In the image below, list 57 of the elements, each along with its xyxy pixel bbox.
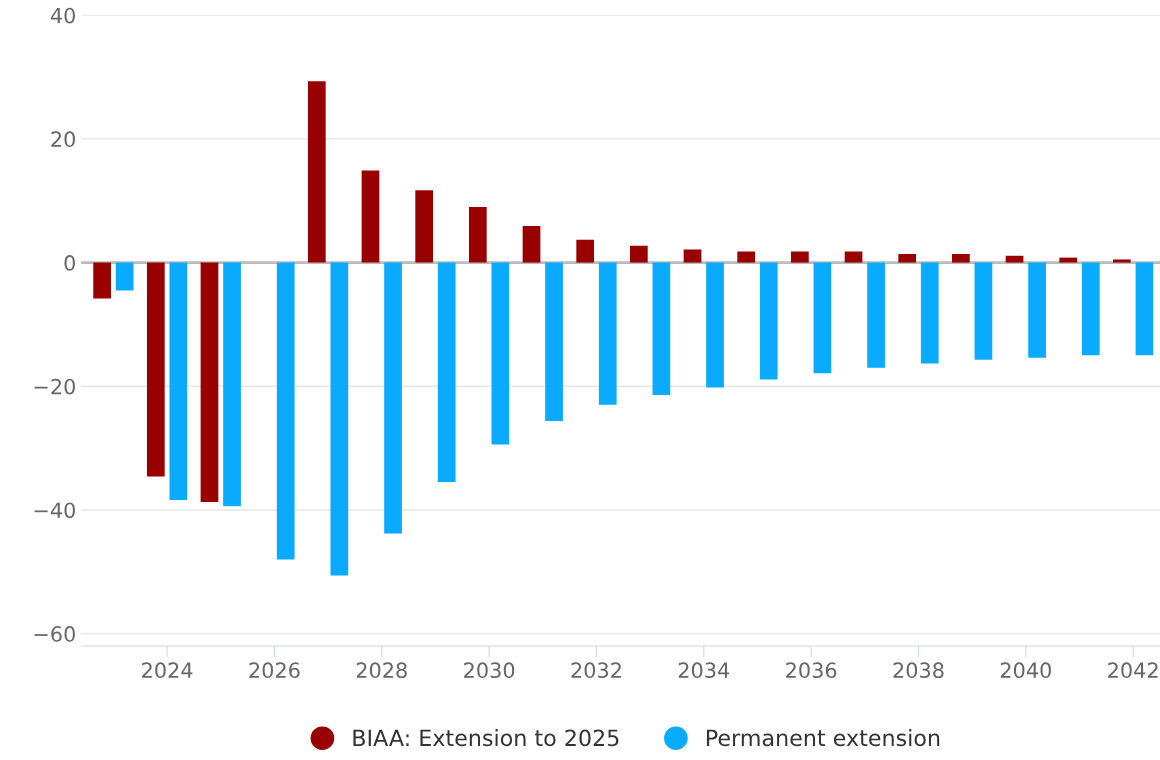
bar	[683, 249, 702, 263]
bar	[93, 262, 111, 299]
bar	[813, 262, 832, 374]
bar	[491, 262, 510, 445]
bar	[307, 81, 326, 263]
bar	[200, 262, 219, 502]
y-tick-label: 20	[51, 131, 75, 148]
bar	[1081, 262, 1100, 356]
bar	[384, 262, 402, 534]
x-tick-label: 2026	[249, 662, 300, 679]
bar	[652, 262, 671, 395]
bar	[169, 262, 188, 501]
bar	[844, 251, 863, 263]
bar	[920, 262, 939, 364]
x-tick-label: 2034	[678, 662, 730, 679]
bar	[1028, 262, 1046, 358]
x-tick-label: 2024	[142, 662, 193, 679]
x-tick-label: 2042	[1108, 662, 1158, 679]
bar	[952, 253, 970, 263]
bar	[737, 251, 756, 263]
bar	[629, 245, 648, 263]
bar	[867, 262, 885, 368]
bar	[468, 206, 487, 263]
bar	[415, 190, 434, 263]
bar	[545, 262, 563, 421]
x-tick-label: 2036	[786, 662, 837, 679]
legend-label: Permanent extension	[706, 729, 940, 747]
bar	[361, 170, 380, 263]
bar	[146, 262, 165, 477]
legend-label: BIAA: Extension to 2025	[353, 729, 619, 747]
bar	[576, 239, 595, 263]
x-tick-label: 2040	[1000, 662, 1051, 679]
bar	[330, 262, 349, 576]
bar	[522, 226, 541, 263]
y-tick-label: 0	[64, 255, 75, 271]
bar	[898, 253, 917, 263]
y-tick-label: −20	[34, 378, 75, 395]
bar	[974, 262, 993, 360]
x-tick-label: 2030	[464, 662, 515, 679]
bar	[437, 262, 456, 483]
x-tick-label: 2032	[571, 662, 621, 679]
x-tick-label: 2028	[356, 662, 407, 679]
bar	[276, 262, 295, 560]
bar	[759, 262, 778, 380]
bar	[223, 262, 241, 507]
y-tick-label: 40	[50, 7, 75, 24]
bar	[598, 262, 617, 405]
bar	[115, 262, 134, 291]
x-tick-label: 2038	[893, 662, 944, 679]
bar	[1059, 257, 1078, 263]
bar	[1005, 255, 1024, 263]
bar	[1113, 259, 1131, 263]
y-tick-label: −40	[34, 502, 75, 519]
bar	[706, 262, 724, 388]
bar	[791, 251, 809, 263]
bar	[1135, 262, 1154, 356]
y-tick-label: −60	[34, 626, 75, 642]
